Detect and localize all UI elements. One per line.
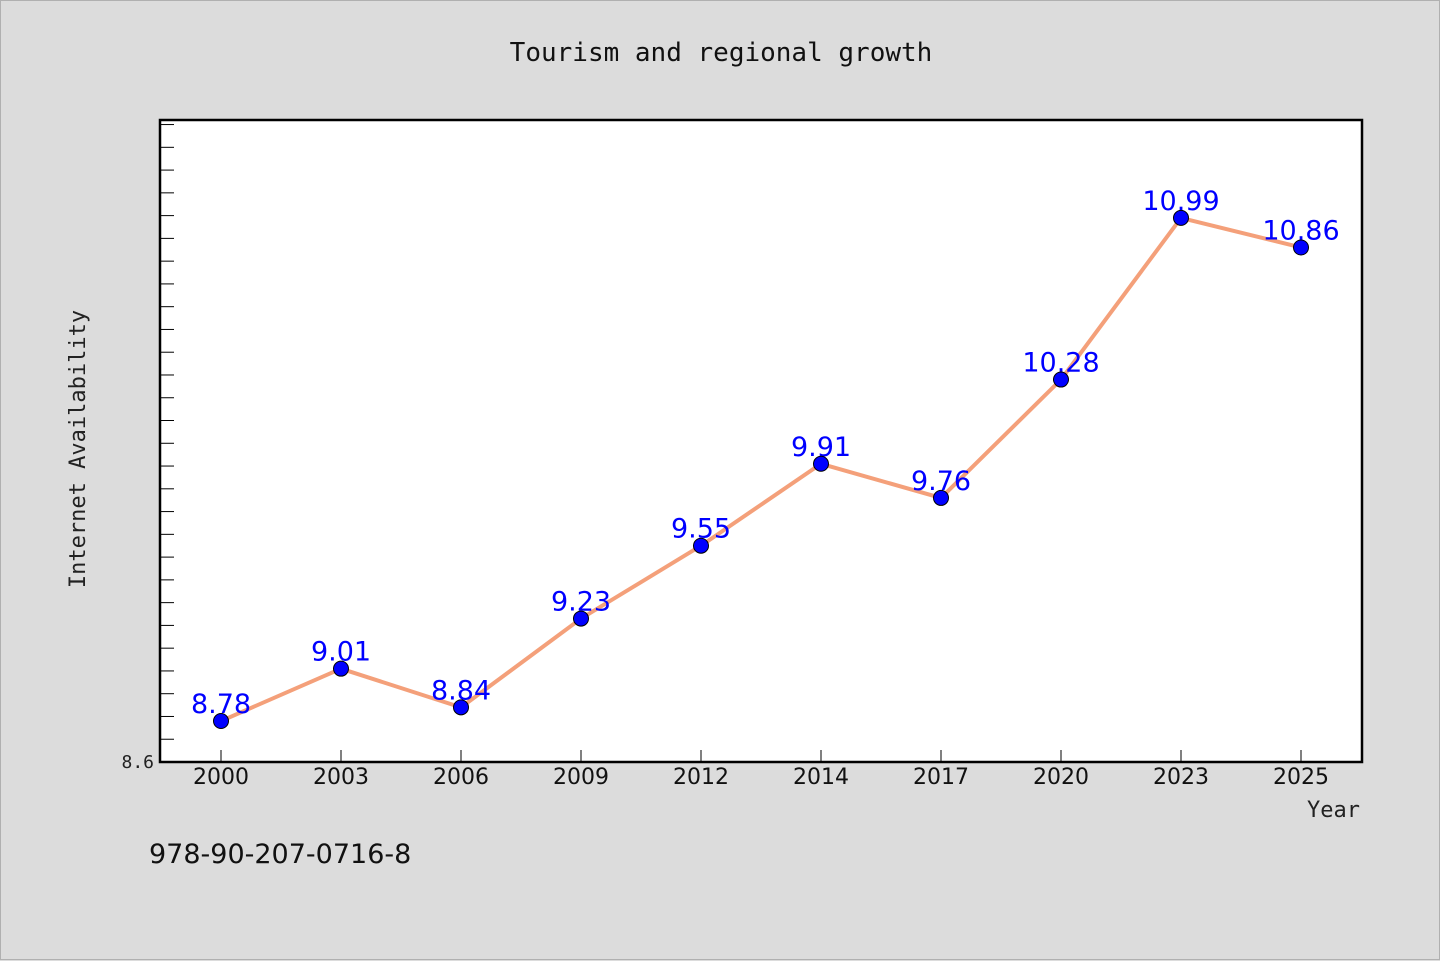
- data-point: [1173, 209, 1189, 226]
- series-group: 8.789.018.849.239.559.919.7610.2810.9910…: [191, 186, 1340, 730]
- x-axis-ticks: 2000 2003 2006 2009 2012 2014 2017 2020 2023 2025: [193, 750, 1329, 790]
- data-point: [813, 455, 829, 472]
- data-point: [573, 610, 589, 627]
- y-tick-label: 8.6: [121, 752, 154, 773]
- y-axis-ticks: 8.6: [121, 124, 174, 773]
- x-tick-label: 2003: [313, 765, 369, 790]
- x-tick-label: 2017: [913, 765, 969, 790]
- x-axis-label: Year: [1307, 798, 1360, 823]
- y-axis-label: Internet Availability: [66, 310, 91, 588]
- x-tick-label: 2014: [793, 765, 849, 790]
- x-tick-label: 2023: [1153, 765, 1209, 790]
- data-point: [213, 713, 229, 730]
- data-point: [693, 537, 709, 554]
- plot-area: [158, 118, 1364, 764]
- isbn-footer: 978-90-207-0716-8: [149, 839, 411, 870]
- data-point: [1053, 371, 1069, 388]
- x-tick-label: 2025: [1273, 765, 1329, 790]
- data-point: [453, 699, 469, 716]
- chart-title: Tourism and regional growth: [510, 38, 933, 68]
- x-tick-label: 2000: [193, 765, 249, 790]
- data-point: [933, 489, 949, 506]
- x-tick-label: 2020: [1033, 765, 1089, 790]
- series-line: [220, 215, 1302, 723]
- data-point: [1293, 239, 1309, 256]
- x-tick-label: 2009: [553, 765, 609, 790]
- data-point: [333, 660, 349, 677]
- x-tick-label: 2006: [433, 765, 489, 790]
- x-tick-label: 2012: [673, 765, 729, 790]
